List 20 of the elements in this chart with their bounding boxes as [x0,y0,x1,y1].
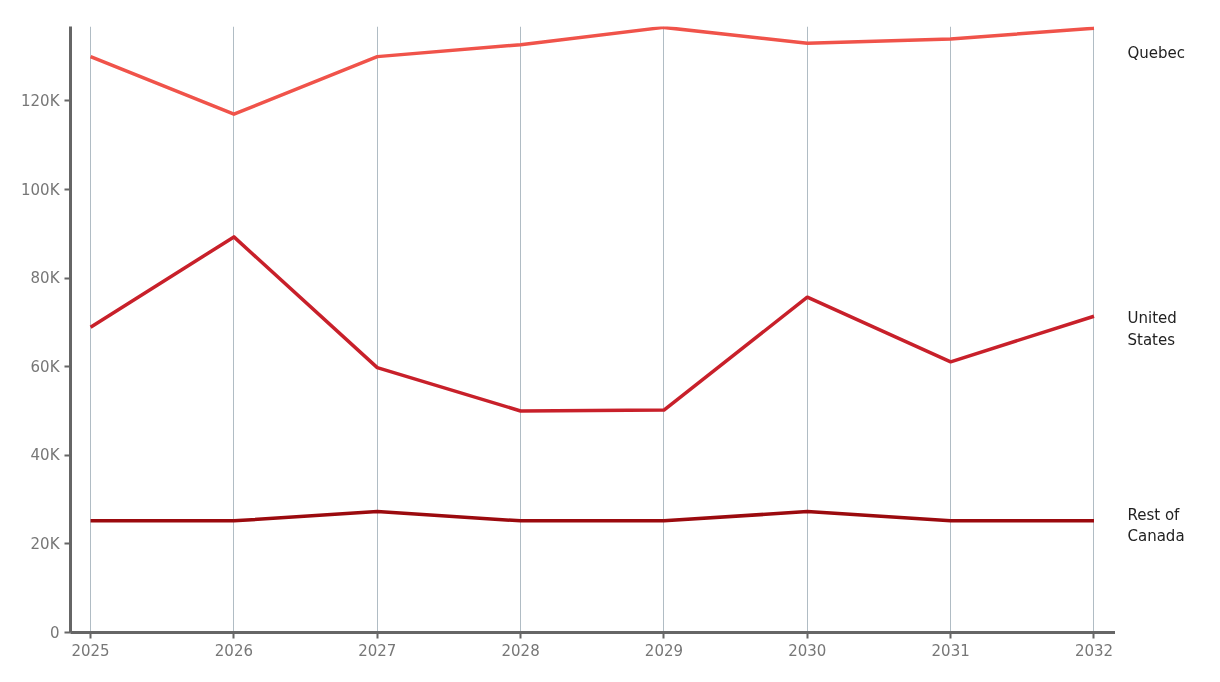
y-tick-label: 60K [30,357,61,376]
x-tick-label: 2029 [644,641,684,660]
y-tick-label: 100K [21,180,61,199]
x-tick-label: 2032 [1074,641,1114,660]
x-tick-label: 2030 [788,641,827,660]
x-tick-label: 2028 [501,641,540,660]
x-tick-label: 2025 [71,641,110,660]
y-tick-label: 40K [30,446,61,465]
x-tick-label: 2026 [214,641,254,660]
text: Quebec [1127,44,1186,63]
y-tick-label: 20K [30,534,61,553]
y-tick-label: 80K [30,269,61,288]
x-tick-label: 2027 [358,641,397,660]
line-series [88,235,1096,413]
x-tick-label: 2031 [931,641,970,660]
line-series [88,26,1096,116]
y-tick-label: 0 [49,623,60,642]
text: Rest of Canada [1127,505,1185,546]
text: United States [1127,309,1177,350]
y-tick-label: 120K [21,91,61,110]
